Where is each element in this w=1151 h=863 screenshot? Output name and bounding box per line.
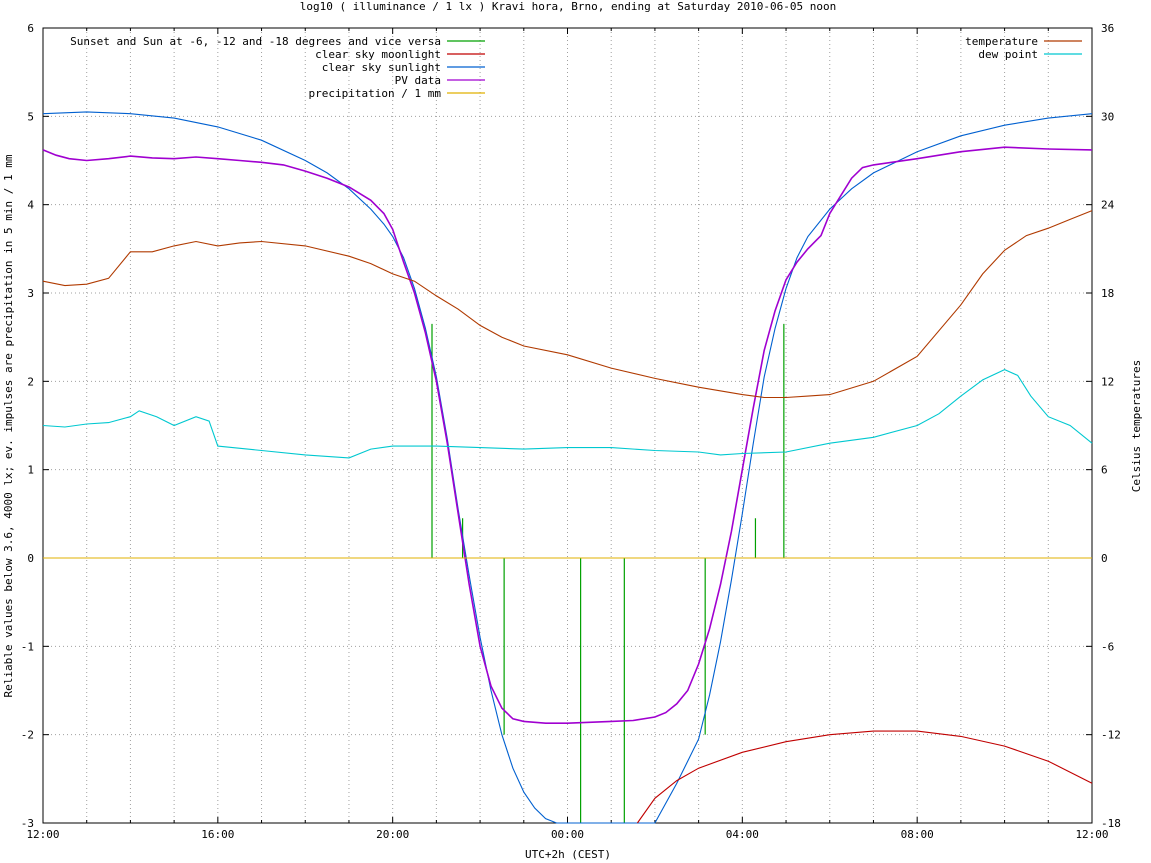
y2-tick-label: 30: [1101, 110, 1114, 123]
series-pv-data: [42, 146, 1093, 725]
x-tick-label: 12:00: [26, 828, 59, 841]
y-tick-label: -1: [21, 640, 34, 653]
plot-frame: [42, 27, 1093, 824]
series-clear-sky-moonlight: [636, 730, 1093, 824]
grid: [43, 28, 1092, 823]
y-tick-label: 1: [27, 464, 34, 477]
y-tick-label: 5: [27, 110, 34, 123]
legend-label: dew point: [978, 48, 1038, 61]
series: [42, 111, 1093, 824]
series-clear-sky-sunlight: [42, 111, 1093, 824]
y-tick-label: 3: [27, 287, 34, 300]
y-tick-label: -3: [21, 817, 34, 830]
y-tick-label: -2: [21, 729, 34, 742]
y-tick-label: 2: [27, 375, 34, 388]
legend-label: clear sky sunlight: [322, 61, 441, 74]
sun-events: [431, 323, 785, 823]
x-tick-label: 20:00: [376, 828, 409, 841]
y2-tick-label: -12: [1101, 729, 1121, 742]
x-tick-label: 12:00: [1075, 828, 1108, 841]
x-axis-label: UTC+2h (CEST): [525, 848, 611, 861]
legend-label: PV data: [395, 74, 441, 87]
y2-tick-label: 36: [1101, 22, 1114, 35]
axis-ticks: 12:00 16:00 20:00 00:00 04:00 08:00 12:00-3-2-…: [21, 22, 1121, 841]
y2-tick-label: 24: [1101, 199, 1115, 212]
y-tick-label: 6: [27, 22, 34, 35]
y2-tick-label: -6: [1101, 640, 1114, 653]
y-tick-label: 0: [27, 552, 34, 565]
legend-label: precipitation / 1 mm: [309, 87, 442, 100]
y-tick-label: 4: [27, 199, 34, 212]
y2-tick-label: 0: [1101, 552, 1108, 565]
y2-tick-label: -18: [1101, 817, 1121, 830]
series-temperature: [42, 210, 1093, 399]
y-axis-label: Reliable values below 3.6, 4000 lx; ev. …: [2, 154, 15, 697]
legend: Sunset and Sun at -6, -12 and -18 degree…: [70, 35, 1082, 100]
x-tick-label: 08:00: [901, 828, 934, 841]
y2-tick-label: 6: [1101, 464, 1108, 477]
legend-label: temperature: [965, 35, 1038, 48]
y2-tick-label: 18: [1101, 287, 1114, 300]
x-tick-label: 00:00: [551, 828, 584, 841]
x-tick-label: 16:00: [201, 828, 234, 841]
x-tick-label: 04:00: [726, 828, 759, 841]
series-dew-point: [42, 368, 1093, 459]
y2-tick-label: 12: [1101, 375, 1114, 388]
legend-label: clear sky moonlight: [315, 48, 441, 61]
chart-title: log10 ( illuminance / 1 lx ) Kravi hora,…: [300, 0, 836, 13]
legend-label: Sunset and Sun at -6, -12 and -18 degree…: [70, 35, 441, 48]
y2-axis-label: Celsius temperatures: [1130, 360, 1143, 492]
